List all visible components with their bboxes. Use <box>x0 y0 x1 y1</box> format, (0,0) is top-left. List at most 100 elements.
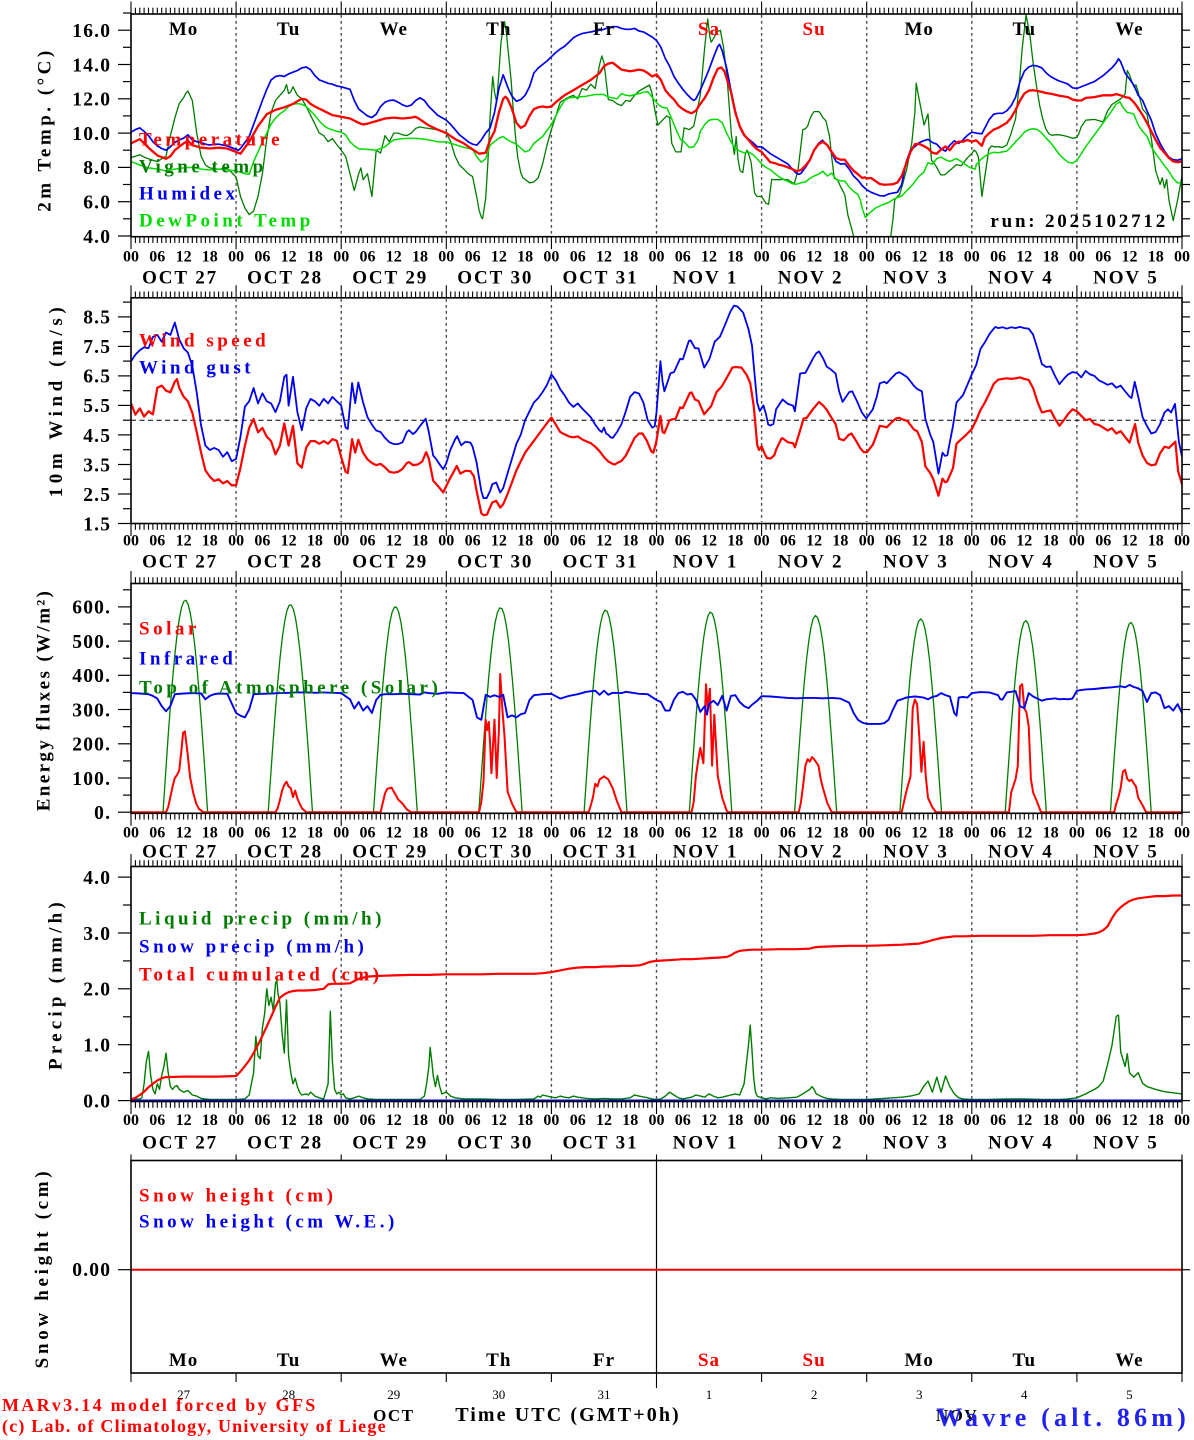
svg-text:12: 12 <box>491 533 507 550</box>
svg-text:18: 18 <box>832 249 848 266</box>
svg-text:OCT 29: OCT 29 <box>352 552 428 573</box>
svg-text:06: 06 <box>1095 249 1111 266</box>
svg-text:OCT 27: OCT 27 <box>142 842 218 863</box>
svg-text:Sa: Sa <box>698 19 720 40</box>
svg-text:00: 00 <box>123 825 139 842</box>
svg-text:18: 18 <box>727 825 743 842</box>
svg-text:OCT 30: OCT 30 <box>457 552 533 573</box>
svg-text:8.0: 8.0 <box>83 158 111 179</box>
svg-text:OCT 27: OCT 27 <box>142 552 218 573</box>
svg-text:00: 00 <box>1174 825 1190 842</box>
svg-text:06: 06 <box>360 1112 376 1129</box>
svg-text:18: 18 <box>1148 825 1164 842</box>
svg-text:OCT 30: OCT 30 <box>457 842 533 863</box>
svg-text:18: 18 <box>1148 249 1164 266</box>
svg-text:0.00: 0.00 <box>72 1260 111 1281</box>
svg-text:12: 12 <box>806 825 822 842</box>
svg-text:NOV 1: NOV 1 <box>673 1133 739 1154</box>
svg-text:00: 00 <box>333 1112 349 1129</box>
svg-text:06: 06 <box>1095 1112 1111 1129</box>
svg-text:00: 00 <box>123 1112 139 1129</box>
svg-text:06: 06 <box>254 1112 270 1129</box>
svg-text:18: 18 <box>1148 533 1164 550</box>
svg-text:06: 06 <box>149 249 165 266</box>
svg-text:18: 18 <box>1043 825 1059 842</box>
svg-text:OCT 31: OCT 31 <box>563 268 639 289</box>
svg-text:00: 00 <box>228 533 244 550</box>
svg-text:2m Temp. (°C): 2m Temp. (°C) <box>35 47 56 211</box>
svg-text:12.0: 12.0 <box>72 90 111 111</box>
svg-text:NOV 5: NOV 5 <box>1093 842 1159 863</box>
svg-text:NOV 3: NOV 3 <box>883 1133 949 1154</box>
svg-text:00: 00 <box>438 1112 454 1129</box>
svg-text:06: 06 <box>254 249 270 266</box>
svg-text:29: 29 <box>387 1387 400 1402</box>
svg-text:4.5: 4.5 <box>83 426 111 447</box>
svg-text:Time UTC (GMT+0h): Time UTC (GMT+0h) <box>455 1404 681 1426</box>
svg-text:06: 06 <box>675 1112 691 1129</box>
svg-text:0.: 0. <box>94 803 111 824</box>
svg-text:We: We <box>380 1350 408 1371</box>
svg-text:18: 18 <box>307 825 323 842</box>
svg-text:12: 12 <box>806 533 822 550</box>
svg-text:NOV 2: NOV 2 <box>778 842 844 863</box>
svg-text:00: 00 <box>964 533 980 550</box>
svg-text:18: 18 <box>1043 249 1059 266</box>
svg-text:12: 12 <box>911 533 927 550</box>
svg-text:06: 06 <box>990 533 1006 550</box>
svg-text:Su: Su <box>803 1350 826 1371</box>
svg-text:00: 00 <box>438 825 454 842</box>
svg-text:00: 00 <box>333 825 349 842</box>
svg-text:8.5: 8.5 <box>83 308 111 329</box>
svg-text:Wind gust: Wind gust <box>139 357 254 378</box>
svg-text:Snow precip (mm/h): Snow precip (mm/h) <box>139 936 367 957</box>
svg-text:06: 06 <box>990 1112 1006 1129</box>
svg-text:Infrared: Infrared <box>139 648 236 669</box>
svg-text:00: 00 <box>859 249 875 266</box>
svg-text:12: 12 <box>491 1112 507 1129</box>
svg-text:Sa: Sa <box>698 1350 720 1371</box>
svg-text:OCT 29: OCT 29 <box>352 268 428 289</box>
svg-text:12: 12 <box>1122 1112 1138 1129</box>
svg-text:00: 00 <box>754 249 770 266</box>
svg-text:12: 12 <box>1016 533 1032 550</box>
svg-text:06: 06 <box>360 249 376 266</box>
svg-text:00: 00 <box>123 249 139 266</box>
svg-text:NOV 2: NOV 2 <box>778 1133 844 1154</box>
svg-text:Mo: Mo <box>904 1350 933 1371</box>
svg-text:OCT 28: OCT 28 <box>247 1133 323 1154</box>
svg-text:12: 12 <box>176 533 192 550</box>
svg-text:1: 1 <box>706 1387 713 1402</box>
svg-text:12: 12 <box>386 533 402 550</box>
svg-text:4: 4 <box>1021 1387 1028 1402</box>
svg-text:12: 12 <box>596 249 612 266</box>
svg-text:18: 18 <box>1043 533 1059 550</box>
svg-text:Mo: Mo <box>169 1350 198 1371</box>
svg-text:Snow height (cm): Snow height (cm) <box>139 1185 336 1206</box>
svg-text:NOV 3: NOV 3 <box>883 842 949 863</box>
svg-text:18: 18 <box>1043 1112 1059 1129</box>
svg-text:NOV 1: NOV 1 <box>673 552 739 573</box>
svg-text:12: 12 <box>806 249 822 266</box>
svg-text:Su: Su <box>803 19 826 40</box>
svg-text:06: 06 <box>675 249 691 266</box>
svg-text:OCT 28: OCT 28 <box>247 268 323 289</box>
svg-text:12: 12 <box>1016 825 1032 842</box>
svg-text:12: 12 <box>701 825 717 842</box>
svg-text:18: 18 <box>938 1112 954 1129</box>
svg-text:Humidex: Humidex <box>139 183 238 204</box>
svg-text:00: 00 <box>1069 249 1085 266</box>
svg-text:1.0: 1.0 <box>83 1036 111 1057</box>
svg-text:06: 06 <box>360 825 376 842</box>
svg-text:OCT 31: OCT 31 <box>563 552 639 573</box>
svg-text:06: 06 <box>570 249 586 266</box>
svg-text:18: 18 <box>202 825 218 842</box>
svg-text:18: 18 <box>202 533 218 550</box>
svg-text:600.: 600. <box>72 598 111 619</box>
svg-text:18: 18 <box>622 1112 638 1129</box>
svg-text:12: 12 <box>176 249 192 266</box>
svg-text:NOV 5: NOV 5 <box>1093 268 1159 289</box>
svg-text:00: 00 <box>1174 1112 1190 1129</box>
svg-text:MARv3.14 model forced by GFS: MARv3.14 model forced by GFS <box>2 1395 318 1415</box>
svg-text:18: 18 <box>307 533 323 550</box>
